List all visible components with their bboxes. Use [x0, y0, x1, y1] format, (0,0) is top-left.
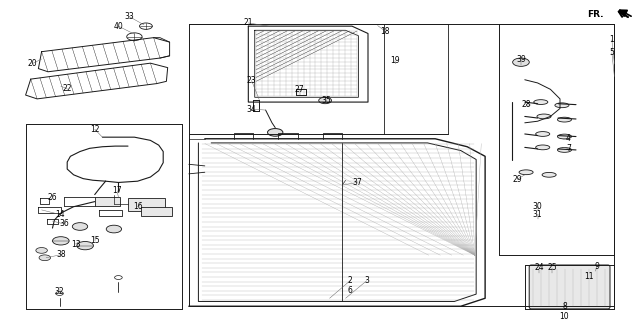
Ellipse shape [39, 255, 51, 261]
Text: 29: 29 [512, 175, 522, 184]
Ellipse shape [140, 23, 152, 29]
Text: 1: 1 [609, 35, 614, 44]
Text: 37: 37 [352, 178, 362, 187]
Ellipse shape [77, 241, 93, 250]
Ellipse shape [36, 248, 47, 253]
Text: 7: 7 [566, 144, 571, 153]
Bar [128, 198, 165, 211]
Ellipse shape [115, 276, 122, 279]
Text: 15: 15 [90, 236, 100, 245]
Ellipse shape [536, 131, 550, 137]
Text: 3: 3 [364, 276, 369, 285]
Text: 34: 34 [246, 105, 257, 114]
Ellipse shape [557, 134, 572, 139]
Text: 6: 6 [348, 286, 353, 295]
Ellipse shape [56, 292, 63, 295]
Text: 14: 14 [54, 210, 65, 219]
Text: 39: 39 [516, 56, 526, 64]
Text: 16: 16 [132, 202, 143, 211]
Text: 38: 38 [56, 250, 67, 259]
Ellipse shape [519, 170, 533, 175]
Text: 33: 33 [124, 12, 134, 21]
Text: 27: 27 [294, 85, 305, 94]
Ellipse shape [52, 237, 69, 245]
Ellipse shape [268, 129, 283, 136]
Text: 18: 18 [381, 27, 390, 36]
Text: 11: 11 [584, 272, 593, 281]
Text: 4: 4 [566, 134, 571, 143]
Text: 40: 40 [113, 22, 124, 31]
Text: 35: 35 [321, 96, 332, 105]
Text: 21: 21 [244, 19, 253, 27]
Text: 32: 32 [54, 287, 65, 296]
Text: 9: 9 [595, 262, 600, 271]
Text: FR.: FR. [587, 10, 604, 19]
Text: 28: 28 [522, 100, 531, 109]
Ellipse shape [557, 117, 572, 122]
Text: 25: 25 [547, 263, 557, 272]
Text: 31: 31 [532, 210, 543, 219]
Text: 22: 22 [63, 84, 72, 93]
Text: 26: 26 [47, 193, 58, 202]
Text: 13: 13 [70, 240, 81, 249]
Ellipse shape [513, 58, 529, 66]
Text: 5: 5 [609, 48, 614, 57]
Bar [95, 197, 120, 206]
Text: 10: 10 [559, 312, 570, 319]
Text: 20: 20 [27, 59, 37, 68]
Text: 19: 19 [390, 56, 400, 65]
Ellipse shape [106, 225, 122, 233]
Text: 24: 24 [534, 263, 544, 272]
Text: 36: 36 [59, 219, 69, 228]
Ellipse shape [127, 33, 142, 41]
Bar [141, 207, 172, 216]
Ellipse shape [319, 97, 332, 104]
Text: 2: 2 [348, 276, 353, 285]
Text: 17: 17 [112, 186, 122, 195]
Ellipse shape [542, 172, 556, 177]
Ellipse shape [537, 114, 551, 119]
Ellipse shape [555, 103, 569, 108]
FancyBboxPatch shape [529, 265, 610, 309]
Ellipse shape [557, 147, 572, 152]
Text: 8: 8 [562, 302, 567, 311]
Ellipse shape [534, 100, 548, 105]
Ellipse shape [536, 145, 550, 150]
Text: 12: 12 [90, 125, 99, 134]
Text: 23: 23 [246, 76, 257, 85]
Text: 30: 30 [532, 202, 543, 211]
Ellipse shape [72, 223, 88, 230]
